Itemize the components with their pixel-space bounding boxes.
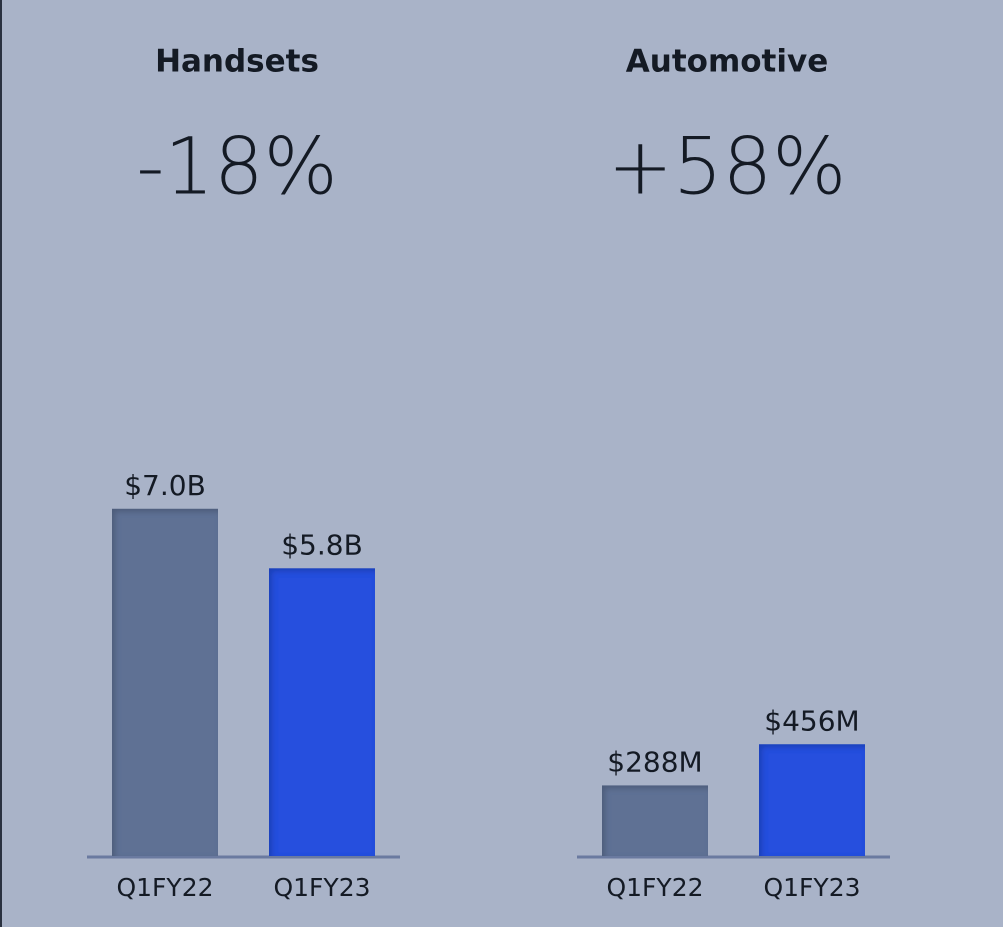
value-label: $456M [764,704,859,737]
left-border [0,0,2,927]
bar [112,508,218,856]
value-label: $288M [607,745,702,778]
x-tick-label: Q1FY22 [116,873,213,902]
chart-subtitle: +58% [608,123,847,213]
value-label: $7.0B [124,469,206,502]
chart-subtitle: -18% [136,123,338,213]
x-tick-label: Q1FY23 [763,873,860,902]
x-tick-label: Q1FY22 [606,873,703,902]
bar [269,568,375,856]
value-label: $5.8B [281,528,363,561]
chart-title: Automotive [626,44,828,80]
chart-title: Handsets [155,44,319,80]
x-tick-label: Q1FY23 [273,873,370,902]
bar [602,785,708,856]
bar [759,744,865,856]
